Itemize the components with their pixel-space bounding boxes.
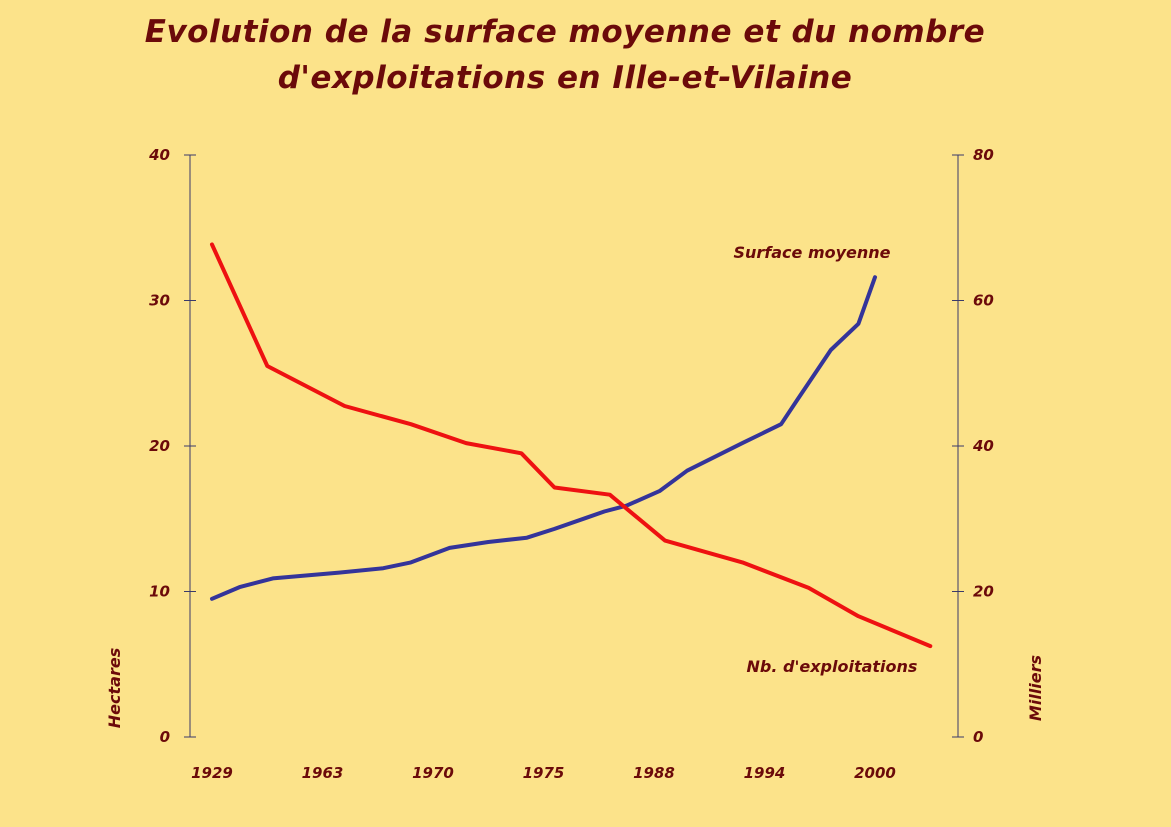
right-axis-tick-label: 0: [973, 728, 983, 746]
left-axis-tick-label: 30: [149, 292, 170, 310]
series-line-nb-exploitations: [210, 242, 933, 649]
series-label-surface-moyenne: Surface moyenne: [733, 243, 890, 262]
x-axis-tick-label: 1963: [302, 764, 344, 782]
x-axis-tick-label: 1994: [744, 764, 786, 782]
series-label-nb-exploitations: Nb. d'exploitations: [747, 657, 918, 676]
right-axis-title: Milliers: [1026, 655, 1045, 721]
left-axis-tick-label: 20: [149, 437, 170, 455]
right-axis-tick-label: 40: [972, 437, 994, 455]
x-axis-tick-label: 1975: [523, 764, 565, 782]
right-axis-tick-label: 20: [973, 583, 994, 601]
x-axis-tick-label: 1929: [191, 764, 233, 782]
left-axis-tick-label: 0: [160, 728, 170, 746]
x-axis-tick-label: 2000: [854, 764, 896, 782]
chart-title-line-2: d'exploitations en Ille-et-Vilaine: [277, 60, 853, 96]
right-axis-tick-label: 60: [973, 292, 994, 310]
chart-title-line-1: Evolution de la surface moyenne et du no…: [144, 14, 986, 50]
left-axis-tick-label: 40: [148, 146, 170, 164]
x-axis-tick-label: 1988: [633, 764, 675, 782]
x-axis-tick-label: 1970: [412, 764, 454, 782]
series-line-surface-moyenne: [210, 275, 877, 601]
left-axis-tick-label: 10: [149, 583, 170, 601]
right-axis-tick-label: 80: [973, 146, 994, 164]
left-axis-title: Hectares: [105, 648, 124, 728]
